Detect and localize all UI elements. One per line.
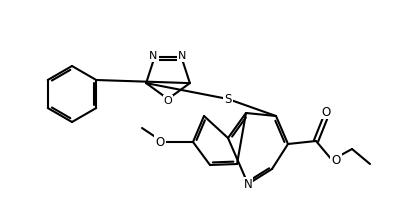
Text: O: O <box>332 153 341 166</box>
Text: O: O <box>164 96 172 106</box>
Text: O: O <box>321 105 331 118</box>
Text: N: N <box>149 51 158 61</box>
Text: N: N <box>244 178 252 191</box>
Text: S: S <box>224 92 232 105</box>
Text: N: N <box>178 51 187 61</box>
Text: O: O <box>155 136 165 149</box>
